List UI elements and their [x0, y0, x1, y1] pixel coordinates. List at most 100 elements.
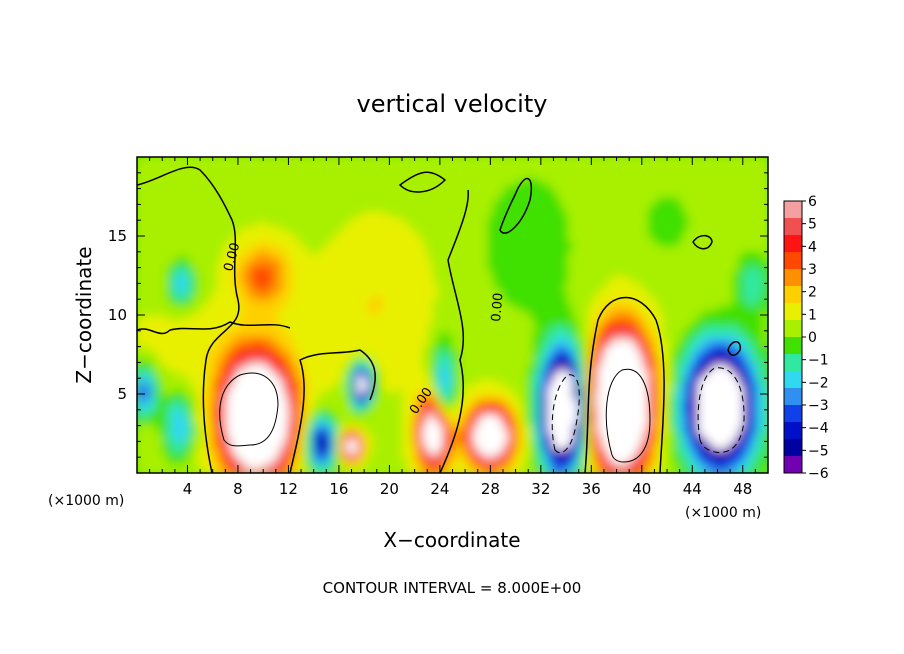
field-cell: [267, 290, 274, 297]
field-cell: [287, 290, 294, 297]
field-cell: [222, 260, 228, 267]
field-cell: [447, 260, 454, 267]
field-cell: [312, 403, 319, 410]
field-cell: [317, 443, 324, 450]
field-cell: [142, 369, 148, 376]
field-cell: [187, 250, 193, 257]
field-cell: [277, 280, 284, 287]
field-cell: [357, 468, 364, 473]
field-cell: [277, 221, 284, 227]
field-cell: [322, 339, 329, 346]
field-cell: [282, 285, 289, 292]
field-cell: [252, 354, 258, 361]
field-cell: [417, 161, 424, 168]
field-cell: [157, 221, 163, 227]
field-cell: [347, 231, 354, 237]
field-cell: [267, 359, 274, 366]
field-cell: [357, 339, 364, 346]
field-cell: [362, 236, 369, 242]
field-cell: [367, 300, 374, 306]
field-cell: [422, 324, 429, 331]
field-cell: [267, 448, 274, 455]
field-cell: [272, 359, 279, 366]
field-cell: [272, 384, 279, 390]
field-cell: [327, 231, 334, 237]
field-cell: [322, 295, 329, 301]
field-cell: [282, 221, 289, 227]
field-cell: [292, 458, 299, 464]
field-cell: [142, 161, 148, 168]
field-cell: [267, 171, 274, 178]
field-cell: [147, 191, 153, 198]
field-cell: [192, 349, 198, 356]
field-cell: [202, 255, 208, 262]
field-cell: [417, 379, 424, 385]
field-cell: [337, 374, 344, 380]
field-cell: [262, 216, 269, 222]
field-cell: [347, 201, 354, 208]
field-cell: [272, 260, 279, 267]
field-cell: [302, 324, 309, 331]
field-cell: [287, 364, 294, 371]
field-cell: [322, 255, 329, 262]
field-cell: [147, 329, 153, 336]
field-cell: [272, 448, 279, 455]
field-cell: [357, 161, 364, 168]
field-cell: [277, 389, 284, 395]
field-cell: [187, 181, 193, 188]
field-cell: [277, 379, 284, 385]
field-cell: [262, 428, 269, 435]
field-cell: [292, 310, 299, 316]
field-cell: [232, 221, 238, 227]
field-cell: [447, 285, 454, 292]
field-cell: [437, 211, 444, 218]
field-cell: [212, 379, 218, 385]
field-cell: [257, 226, 263, 232]
field-cell: [402, 384, 409, 390]
field-cell: [167, 463, 173, 469]
field-cell: [402, 398, 409, 405]
field-cell: [372, 270, 379, 277]
field-cell: [442, 408, 449, 415]
field-cell: [437, 369, 444, 376]
field-cell: [237, 245, 243, 252]
field-cell: [382, 216, 389, 222]
field-cell: [297, 354, 304, 361]
field-cell: [442, 305, 449, 311]
field-cell: [367, 285, 374, 292]
field-cell: [272, 433, 279, 440]
field-cell: [342, 408, 349, 415]
field-cell: [182, 270, 188, 277]
field-cell: [272, 275, 279, 282]
field-cell: [457, 216, 464, 222]
field-cell: [462, 359, 469, 366]
field-cell: [447, 305, 454, 311]
field-cell: [242, 216, 248, 222]
field-cell: [322, 453, 329, 459]
field-cell: [197, 463, 203, 469]
field-cell: [417, 310, 424, 316]
field-cell: [222, 250, 228, 257]
field-cell: [237, 324, 243, 331]
field-cell: [267, 250, 274, 257]
field-cell: [237, 255, 243, 262]
field-cell: [222, 379, 228, 385]
field-cell: [157, 260, 163, 267]
field-cell: [322, 285, 329, 292]
field-cell: [252, 236, 258, 242]
field-cell: [452, 196, 459, 203]
field-cell: [352, 221, 359, 227]
field-cell: [142, 349, 148, 356]
field-cell: [457, 339, 464, 346]
field-cell: [337, 443, 344, 450]
field-cell: [217, 448, 223, 455]
field-cell: [202, 334, 208, 341]
field-cell: [357, 315, 364, 321]
field-cell: [352, 270, 359, 277]
field-cell: [457, 236, 464, 242]
field-cell: [372, 206, 379, 213]
field-cell: [147, 171, 153, 178]
field-cell: [457, 448, 464, 455]
field-cell: [277, 374, 284, 380]
field-cell: [247, 186, 253, 193]
